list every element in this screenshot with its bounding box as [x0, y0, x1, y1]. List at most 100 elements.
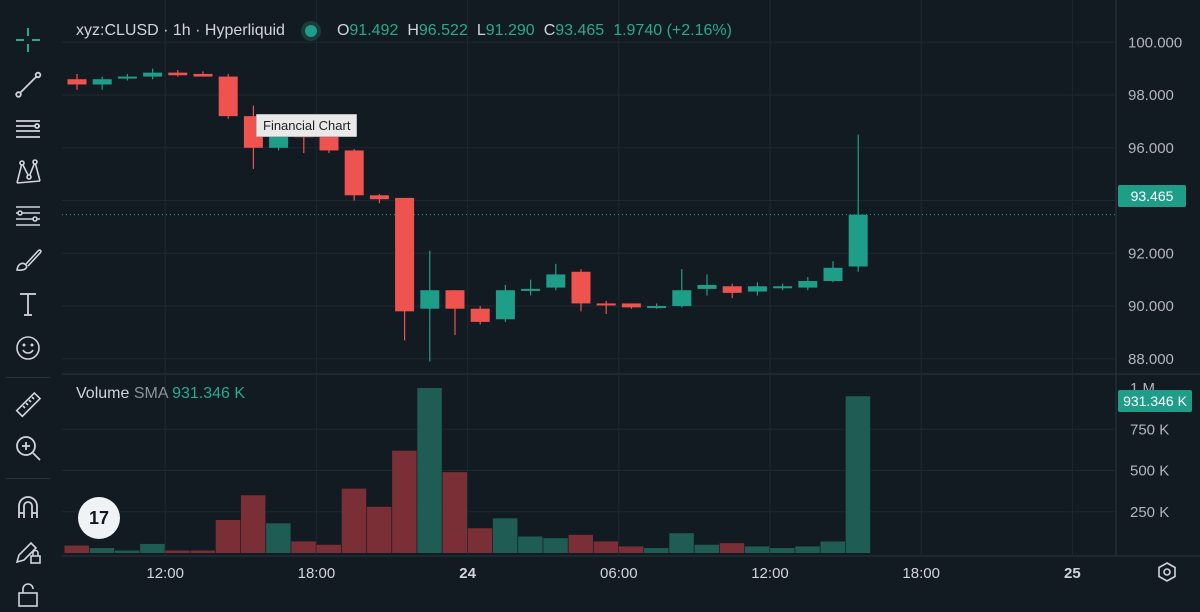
volume-bar [820, 541, 845, 553]
volume-label: Volume [76, 385, 130, 402]
candle-body [571, 271, 591, 304]
candle-body [596, 303, 616, 306]
chart-tooltip: Financial Chart [256, 114, 358, 137]
drawing-toolbar [0, 0, 56, 607]
volume-bar [593, 541, 619, 553]
sma-label: SMA [133, 385, 168, 402]
candle-body [218, 76, 238, 117]
volume-bar [215, 520, 241, 553]
change-value: 1.9740 (+2.16%) [613, 22, 732, 39]
time-tick-label: 18:00 [298, 565, 336, 582]
candle-body [546, 274, 566, 288]
volume-bar [719, 543, 745, 553]
close-value: 93.465 [555, 22, 605, 39]
candle-body [395, 197, 415, 312]
volume-bar [240, 495, 266, 553]
volume-bar [618, 546, 644, 553]
volume-bar [492, 518, 518, 553]
candle-body [67, 79, 87, 85]
magnet-icon[interactable] [9, 490, 47, 524]
volume-bar [417, 388, 442, 553]
price-tick-label: 92.000 [1128, 245, 1174, 262]
volume-tick-label: 750 K [1130, 421, 1169, 438]
candle-body [647, 306, 667, 309]
volume-bar [64, 545, 89, 553]
volume-bar [669, 533, 694, 553]
candle-body [798, 281, 818, 288]
fib-retracement-icon[interactable] [9, 199, 47, 233]
candle-body [445, 290, 465, 309]
settings-icon[interactable] [1156, 561, 1178, 583]
candle-body [344, 150, 364, 196]
price-tick-label: 88.000 [1128, 351, 1174, 368]
high-key: H [407, 22, 419, 39]
volume-bar [543, 538, 568, 553]
volume-bar [190, 550, 215, 553]
open-key: O [336, 22, 350, 39]
volume-bar [442, 472, 467, 553]
candle-body [773, 286, 793, 289]
tradingview-logo[interactable]: 17 [78, 497, 120, 539]
volume-bar [89, 548, 115, 553]
low-key: L [476, 22, 486, 39]
volume-bar [744, 546, 770, 553]
open-value: 91.492 [349, 22, 399, 39]
time-tick-label: 12:00 [751, 565, 789, 582]
candle-body [823, 267, 843, 281]
volume-bar [140, 543, 165, 553]
low-value: 91.290 [485, 22, 535, 39]
pattern-icon[interactable] [9, 155, 47, 189]
candle-body [143, 72, 163, 77]
horizontal-lines-icon[interactable] [9, 111, 47, 145]
volume-bar [694, 544, 719, 553]
time-tick-label: 12:00 [146, 565, 184, 582]
close-key: C [543, 22, 556, 39]
volume-bar [316, 544, 341, 553]
volume-bar [341, 488, 367, 553]
financial-chart[interactable]: 100.00098.00096.00094.00092.00090.00088.… [0, 0, 1200, 599]
candle-body [722, 286, 742, 293]
symbol-title[interactable]: xyz:CLUSD · 1h · Hyperliquid [76, 22, 285, 39]
market-status-icon [304, 25, 317, 37]
volume-bar [644, 548, 669, 553]
time-tick-label: 25 [1064, 565, 1081, 582]
volume-bar [845, 396, 871, 553]
volume-bar [266, 523, 291, 553]
zoom-in-icon[interactable] [9, 431, 47, 465]
volume-bar [114, 550, 140, 553]
price-tick-label: 98.000 [1128, 87, 1174, 104]
candle-body [697, 284, 717, 289]
candle-body [621, 303, 641, 308]
candle-body [369, 195, 389, 200]
sma-value: 931.346 K [172, 385, 246, 402]
last-price-tag: 93.465 [1118, 185, 1186, 207]
volume-bar [795, 546, 820, 553]
emoji-icon[interactable] [9, 331, 47, 365]
crosshair-icon[interactable] [9, 23, 47, 57]
time-tick-label: 18:00 [902, 565, 940, 582]
price-tick-label: 100.000 [1128, 34, 1182, 51]
time-tick-label: 24 [459, 565, 476, 582]
volume-bar [568, 534, 593, 553]
volume-bar [165, 550, 190, 553]
volume-legend[interactable]: Volume SMA 931.346 K [76, 385, 245, 403]
candle-body [168, 72, 188, 76]
volume-sma-tag: 931.346 K [1118, 390, 1192, 412]
volume-bar [366, 506, 392, 553]
symbol-legend: xyz:CLUSD · 1h · Hyperliquid O 91.492 H 96… [76, 22, 741, 40]
candle-body [420, 290, 440, 309]
candle-body [193, 73, 213, 77]
candle-body [521, 288, 541, 291]
volume-tick-label: 500 K [1130, 463, 1169, 480]
text-icon[interactable] [9, 287, 47, 321]
ruler-icon[interactable] [9, 388, 47, 422]
pencil-lock-icon[interactable] [9, 534, 47, 568]
volume-tick-label: 250 K [1130, 504, 1169, 521]
volume-bar [518, 536, 543, 553]
price-tick-label: 96.000 [1128, 140, 1174, 157]
high-value: 96.522 [418, 22, 468, 39]
candle-body [117, 76, 137, 79]
brush-icon[interactable] [9, 243, 47, 277]
trend-line-icon[interactable] [9, 67, 47, 101]
price-tick-label: 90.000 [1128, 298, 1174, 315]
